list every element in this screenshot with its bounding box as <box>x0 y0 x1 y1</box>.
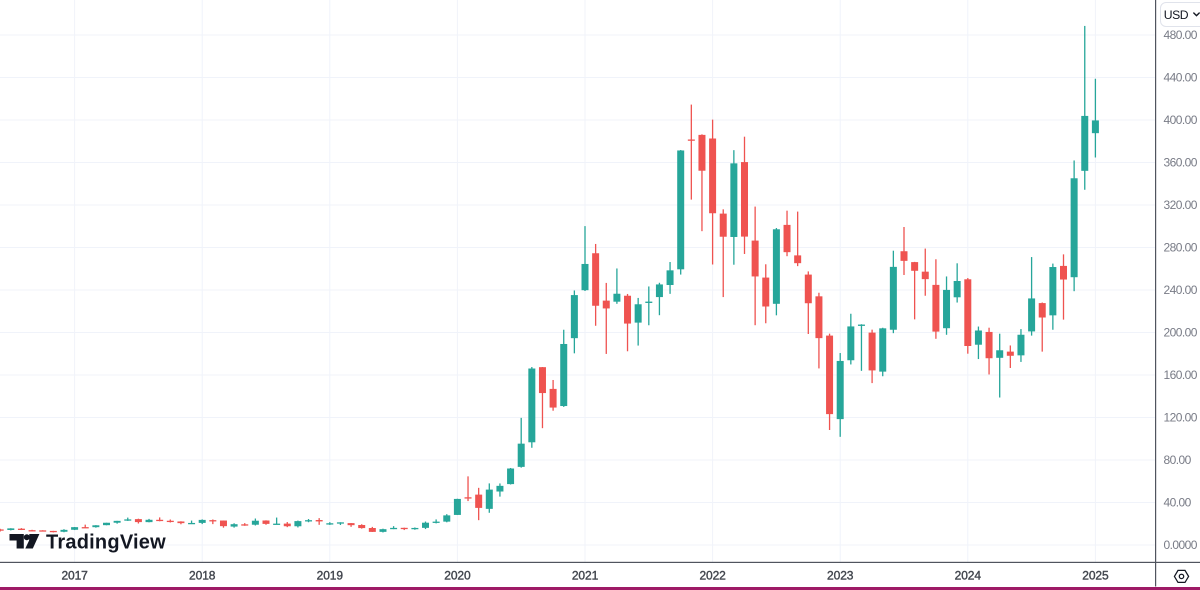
svg-text:2025: 2025 <box>1082 569 1109 583</box>
svg-text:2022: 2022 <box>699 569 726 583</box>
svg-text:400.00: 400.00 <box>1164 113 1198 127</box>
svg-text:280.00: 280.00 <box>1164 241 1198 255</box>
svg-text:120.00: 120.00 <box>1164 411 1198 425</box>
svg-text:2023: 2023 <box>827 569 854 583</box>
svg-text:2017: 2017 <box>61 569 88 583</box>
svg-text:2018: 2018 <box>189 569 216 583</box>
svg-text:440.00: 440.00 <box>1164 71 1198 85</box>
svg-text:2021: 2021 <box>572 569 599 583</box>
svg-text:360.00: 360.00 <box>1164 156 1198 170</box>
svg-text:480.00: 480.00 <box>1164 28 1198 42</box>
svg-text:2024: 2024 <box>955 569 982 583</box>
svg-text:TradingView: TradingView <box>46 532 166 554</box>
svg-text:320.00: 320.00 <box>1164 198 1198 212</box>
svg-text:0.0000: 0.0000 <box>1164 538 1198 552</box>
svg-text:240.00: 240.00 <box>1164 283 1198 297</box>
svg-text:200.00: 200.00 <box>1164 326 1198 340</box>
svg-text:160.00: 160.00 <box>1164 368 1198 382</box>
svg-text:2020: 2020 <box>444 569 471 583</box>
svg-text:40.00: 40.00 <box>1164 496 1192 510</box>
svg-text:80.00: 80.00 <box>1164 453 1192 467</box>
svg-text:2019: 2019 <box>317 569 344 583</box>
